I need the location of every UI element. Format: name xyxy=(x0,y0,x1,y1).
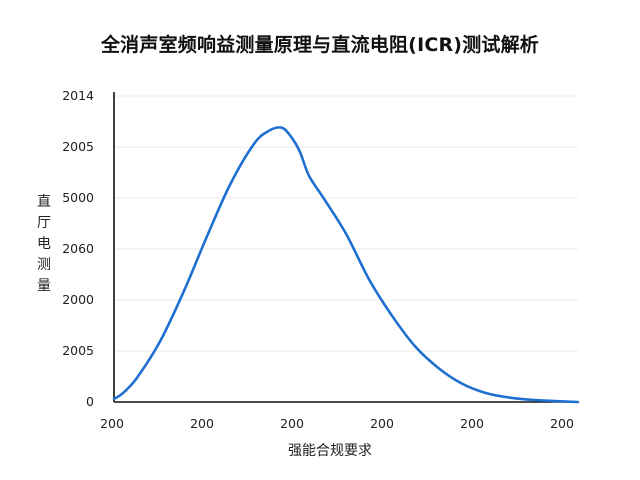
x-tick-label: 200 xyxy=(190,416,214,431)
y-tick-label: 5000 xyxy=(62,190,94,205)
y-tick-label: 2000 xyxy=(62,292,94,307)
x-tick-label: 200 xyxy=(100,416,124,431)
y-axis-label: 直厅电测量 xyxy=(37,193,51,294)
y-axis-label-char: 直 xyxy=(37,193,51,210)
y-tick-label: 2005 xyxy=(62,343,94,358)
y-axis-label-char: 电 xyxy=(37,236,51,252)
series-line xyxy=(112,126,580,404)
y-axis-label-char: 量 xyxy=(37,278,51,294)
y-tick-label: 0 xyxy=(86,394,94,409)
chart-title: 全消声室频响益测量原理与直流电阻(ICR)测试解析 xyxy=(100,34,539,56)
y-axis-label-char: 厅 xyxy=(37,215,51,231)
y-tick-label: 2005 xyxy=(62,139,94,154)
y-tick-label: 2060 xyxy=(62,241,94,256)
x-tick-label: 200 xyxy=(280,416,304,431)
x-tick-label: 200 xyxy=(370,416,394,431)
x-tick-label: 200 xyxy=(460,416,484,431)
x-axis-label: 强能合规要求 xyxy=(288,443,372,459)
y-axis-label-char: 测 xyxy=(37,257,51,273)
x-tick-label: 200 xyxy=(550,416,574,431)
y-tick-label: 2014 xyxy=(62,88,94,103)
